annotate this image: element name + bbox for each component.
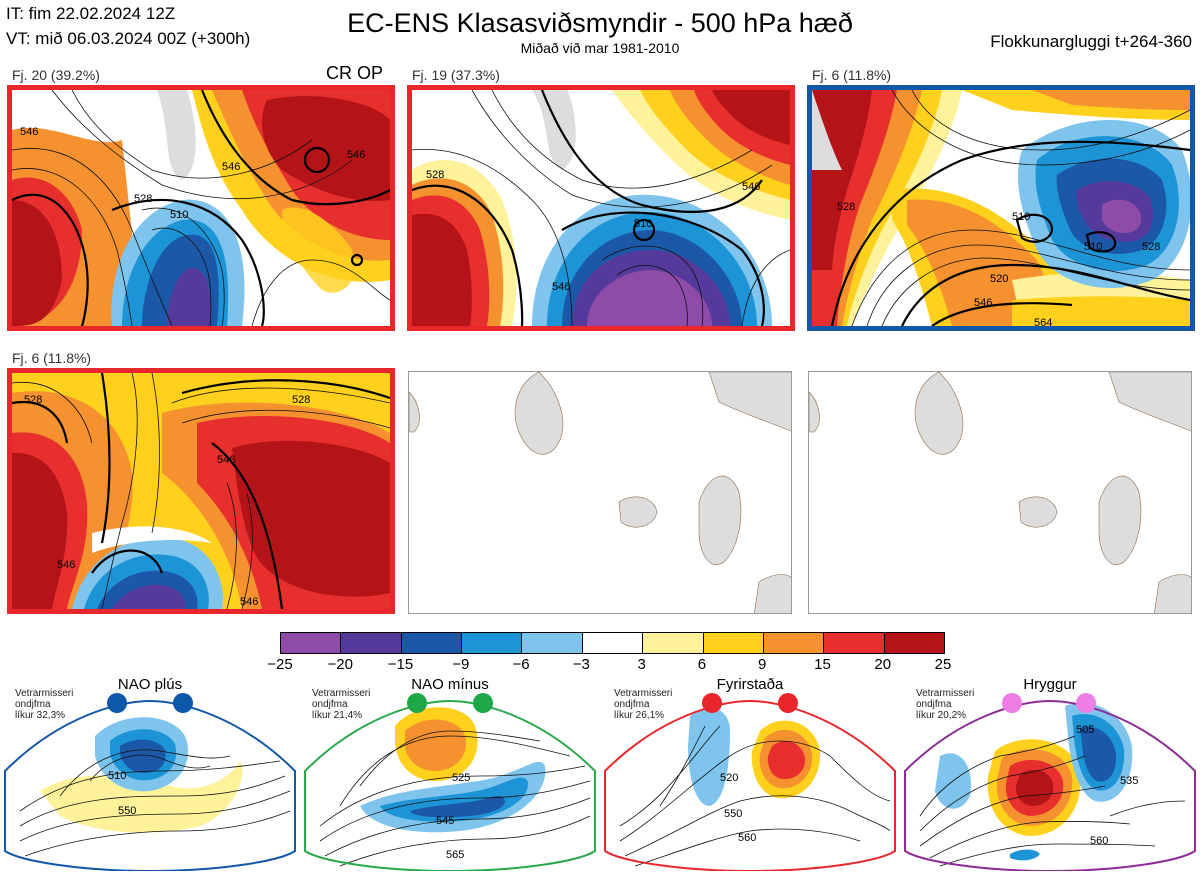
- colorbar-swatch: [281, 633, 342, 653]
- contour-label: 546: [20, 126, 38, 138]
- regime-contour-label: 510: [108, 770, 126, 782]
- contour-label: 510: [170, 209, 188, 221]
- contour-label: 546: [347, 149, 365, 161]
- colorbar-swatch: [522, 633, 583, 653]
- contour-label: 528: [426, 169, 444, 181]
- colorbar-tick-label: −9: [452, 656, 470, 673]
- colorbar-swatch: [401, 633, 463, 653]
- control-run-operational-label: CR OP: [326, 63, 384, 83]
- regime-contour-label: 565: [446, 849, 464, 861]
- contour-label: 546: [222, 161, 240, 173]
- anomaly-colorbar: [280, 632, 945, 654]
- regime-nao-minus: 525 545 565: [304, 693, 596, 873]
- page-subtitle: Miðað við mar 1981-2010: [520, 40, 680, 56]
- regime-contour-label: 505: [1076, 724, 1094, 736]
- regime-contour-label: 550: [118, 805, 136, 817]
- regime-contour-label: 520: [720, 772, 738, 784]
- contour-label: 528: [837, 201, 855, 213]
- colorbar-swatch: [884, 633, 944, 653]
- contour-label: 528: [24, 394, 42, 406]
- valid-time: VT: mið 06.03.2024 00Z (+300h): [6, 29, 251, 48]
- regime-nao-plus: 510 550: [4, 693, 296, 873]
- contour-label: 528: [1142, 241, 1160, 253]
- panel-4-label: Fj. 6 (11.8%): [12, 350, 92, 366]
- panel-1-label: Fj. 20 (39.2%): [12, 67, 100, 83]
- regime-info-ridge: Vetrarmisseri ondjfma líkur 20,2%: [916, 688, 975, 721]
- contour-label: 510: [634, 218, 652, 230]
- cluster-map-3-graphic: 528 510 510 528 520 546 564: [812, 90, 1190, 326]
- panel-3-label: Fj. 6 (11.8%): [812, 67, 892, 83]
- contour-label: 546: [240, 596, 258, 608]
- colorbar-swatch: [703, 633, 764, 653]
- cluster-map-2-graphic: 528 510 546 546: [412, 90, 790, 326]
- regime-contour-label: 525: [452, 772, 470, 784]
- regime-contour-label: 560: [1090, 835, 1108, 847]
- contour-label: 564: [1034, 317, 1052, 326]
- panel-2-label: Fj. 19 (37.3%): [412, 67, 500, 83]
- colorbar-tick-label: −3: [572, 656, 590, 673]
- regime-name-nao-plus: NAO plús: [117, 676, 183, 693]
- regime-ridge: 505 535 560: [904, 693, 1196, 873]
- regime-name-blocking: Fyrirstaða: [716, 676, 784, 693]
- colorbar-swatch: [763, 633, 825, 653]
- contour-label: 546: [742, 181, 760, 193]
- colorbar-tick-label: 3: [637, 656, 646, 673]
- regime-info-nao-minus: Vetrarmisseri ondjfma líkur 21,4%: [312, 688, 371, 721]
- colorbar-swatch: [341, 633, 402, 653]
- regime-maps-graphic: 510 550 525 545 565: [4, 693, 1196, 873]
- regime-blocking: 520 550 560: [604, 693, 896, 873]
- empty-map-panel-6: [808, 371, 1192, 614]
- colorbar-tick-label: −20: [327, 656, 353, 673]
- colorbar-swatch: [462, 633, 523, 653]
- colorbar-tick-label: 6: [697, 656, 707, 673]
- cluster-map-panel-3: 528 510 510 528 520 546 564: [807, 85, 1195, 331]
- colorbar-swatch: [824, 633, 885, 653]
- cluster-map-panel-4: 528 528 546 546 546: [7, 368, 395, 614]
- colorbar-tick-label: 15: [814, 656, 831, 673]
- regime-contour-label: 550: [724, 808, 742, 820]
- contour-label: 510: [1084, 241, 1102, 253]
- regime-info-nao-plus: Vetrarmisseri ondjfma líkur 32,3%: [15, 688, 74, 721]
- classification-window: Flokkunargluggi t+264-360: [990, 32, 1192, 51]
- contour-label: 546: [57, 559, 75, 571]
- regime-info-blocking: Vetrarmisseri ondjfma líkur 26,1%: [614, 688, 673, 721]
- colorbar-tick-label: −25: [267, 656, 293, 673]
- contour-label: 546: [217, 454, 235, 466]
- colorbar-tick-label: −6: [512, 656, 530, 673]
- cluster-map-1-graphic: 546 528 510 546 546: [12, 90, 390, 326]
- contour-label: 528: [292, 394, 310, 406]
- contour-label: 546: [974, 297, 992, 309]
- contour-label: 546: [552, 281, 570, 293]
- cluster-map-panel-1: 546 528 510 546 546: [7, 85, 395, 331]
- regime-contour-label: 535: [1120, 775, 1138, 787]
- cluster-map-4-graphic: 528 528 546 546 546: [12, 373, 390, 609]
- colorbar-swatch: [643, 633, 704, 653]
- empty-map-panel-5: [408, 371, 792, 614]
- contour-label: 520: [990, 273, 1008, 285]
- empty-map-6-graphic: [809, 372, 1191, 613]
- regime-contour-label: 560: [738, 832, 756, 844]
- page-title: EC-ENS Klasasviðsmyndir - 500 hPa hæð: [347, 8, 853, 38]
- colorbar-tick-label: 25: [934, 656, 952, 673]
- regime-contour-label: 545: [436, 815, 454, 827]
- issue-time: IT: fim 22.02.2024 12Z: [6, 4, 176, 23]
- colorbar-ticks: −25 −20 −15 −9 −6 −3 3 6 9 15 20 25: [260, 656, 963, 676]
- regime-name-nao-minus: NAO mínus: [411, 676, 489, 693]
- colorbar-tick-label: 9: [758, 656, 767, 673]
- empty-map-5-graphic: [409, 372, 791, 613]
- colorbar-tick-label: −15: [387, 656, 414, 673]
- colorbar-tick-label: 20: [874, 656, 892, 673]
- contour-label: 528: [134, 193, 152, 205]
- cluster-map-panel-2: 528 510 546 546: [407, 85, 795, 331]
- regime-name-ridge: Hryggur: [1023, 676, 1077, 693]
- colorbar-swatch: [582, 633, 644, 653]
- contour-label: 510: [1012, 211, 1030, 223]
- regime-strip: 510 550 525 545 565: [0, 676, 1200, 873]
